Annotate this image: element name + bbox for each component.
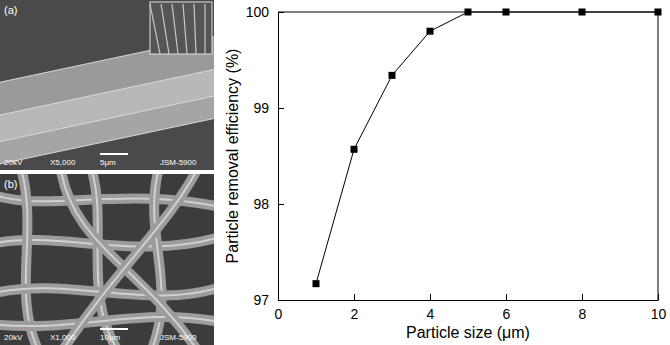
- series-line: [316, 12, 658, 284]
- y-tick-mark: [278, 108, 284, 109]
- fiber: [0, 87, 214, 170]
- x-tick-mark: [658, 294, 659, 300]
- inset-fiber: [150, 4, 160, 54]
- x-axis: 0 2 4 6 8 10: [275, 294, 667, 322]
- micrograph-image: [0, 0, 214, 170]
- frame: [658, 12, 659, 300]
- y-tick-label: 97: [253, 292, 269, 308]
- micrograph-caption: JSM-5900: [160, 158, 197, 167]
- y-tick: 98: [253, 196, 284, 212]
- x-tick-mark: [430, 294, 431, 300]
- fiber: [60, 174, 200, 345]
- y-axis: 97 98 99 100: [246, 4, 284, 308]
- inset-fiber: [204, 4, 205, 54]
- figure: (a) 20kV X5,000 5μm JSM-5900 (b) 20kV X1,000 10μ…: [0, 0, 670, 345]
- chart: 0 2 4 6 8 10 97 98 99 100 Particle size (μm) Partic…: [224, 4, 666, 341]
- fiber: [20, 174, 40, 345]
- micrograph-caption: 5μm: [100, 158, 116, 167]
- x-tick-label: 6: [503, 306, 511, 322]
- y-axis-line: [278, 13, 279, 301]
- data-point: [503, 9, 510, 16]
- y-tick: 100: [246, 4, 284, 20]
- micrograph: (b) 20kV X1,000 10μm JSM-5900: [0, 164, 230, 345]
- plot-area: [313, 9, 662, 288]
- y-tick-mark: [278, 204, 284, 205]
- micrograph-caption: 10μm: [100, 333, 121, 342]
- x-tick: 6: [503, 294, 511, 322]
- x-tick: 4: [427, 294, 435, 322]
- data-point: [389, 72, 396, 79]
- inset-fiber: [172, 4, 178, 54]
- x-axis-title: Particle size (μm): [406, 324, 530, 341]
- x-tick: 2: [351, 294, 359, 322]
- data-point: [655, 9, 662, 16]
- y-tick-label: 99: [253, 100, 269, 116]
- x-tick-label: 10: [651, 306, 667, 322]
- x-tick: 8: [579, 294, 587, 322]
- data-point: [313, 280, 320, 287]
- x-tick: 10: [651, 294, 667, 322]
- x-tick-label: 4: [427, 306, 435, 322]
- y-tick-label: 98: [253, 196, 269, 212]
- micrograph-caption: 20kV: [4, 158, 23, 167]
- micrograph-image: [0, 174, 214, 345]
- panel-label: (b): [4, 178, 17, 190]
- inset-fiber: [183, 4, 187, 54]
- data-point: [579, 9, 586, 16]
- micrograph-caption: X5,000: [50, 158, 76, 167]
- micrograph: (a) 20kV X5,000 5μm JSM-5900: [0, 0, 262, 170]
- micrograph-caption: 20kV: [4, 333, 23, 342]
- x-tick-mark: [582, 294, 583, 300]
- inset: [150, 2, 212, 54]
- x-tick-mark: [354, 294, 355, 300]
- fiber-highlight: [20, 174, 40, 345]
- x-tick-label: 8: [579, 306, 587, 322]
- y-tick: 99: [253, 100, 284, 116]
- fiber: [60, 174, 200, 345]
- fiber-highlight: [60, 174, 200, 345]
- y-axis-title: Particle removal efficiency (%): [224, 49, 241, 264]
- scale-bar: [100, 328, 128, 330]
- data-point: [465, 9, 472, 16]
- x-tick-mark: [506, 294, 507, 300]
- y-tick: 97: [253, 292, 284, 308]
- data-point: [351, 146, 358, 153]
- micrograph-caption: X1,000: [50, 333, 76, 342]
- x-axis-line: [279, 300, 659, 301]
- inset-fiber: [161, 4, 169, 54]
- x-tick-label: 2: [351, 306, 359, 322]
- x-tick-label: 0: [275, 306, 283, 322]
- micrograph-caption: JSM-5900: [160, 333, 197, 342]
- inset-fiber: [194, 4, 196, 54]
- y-tick-mark: [278, 12, 284, 13]
- y-tick-mark: [278, 300, 284, 301]
- y-tick-label: 100: [246, 4, 270, 20]
- scale-bar: [100, 153, 128, 155]
- data-point: [427, 28, 434, 35]
- panel-label: (a): [4, 4, 17, 16]
- fiber-highlight: [60, 174, 200, 345]
